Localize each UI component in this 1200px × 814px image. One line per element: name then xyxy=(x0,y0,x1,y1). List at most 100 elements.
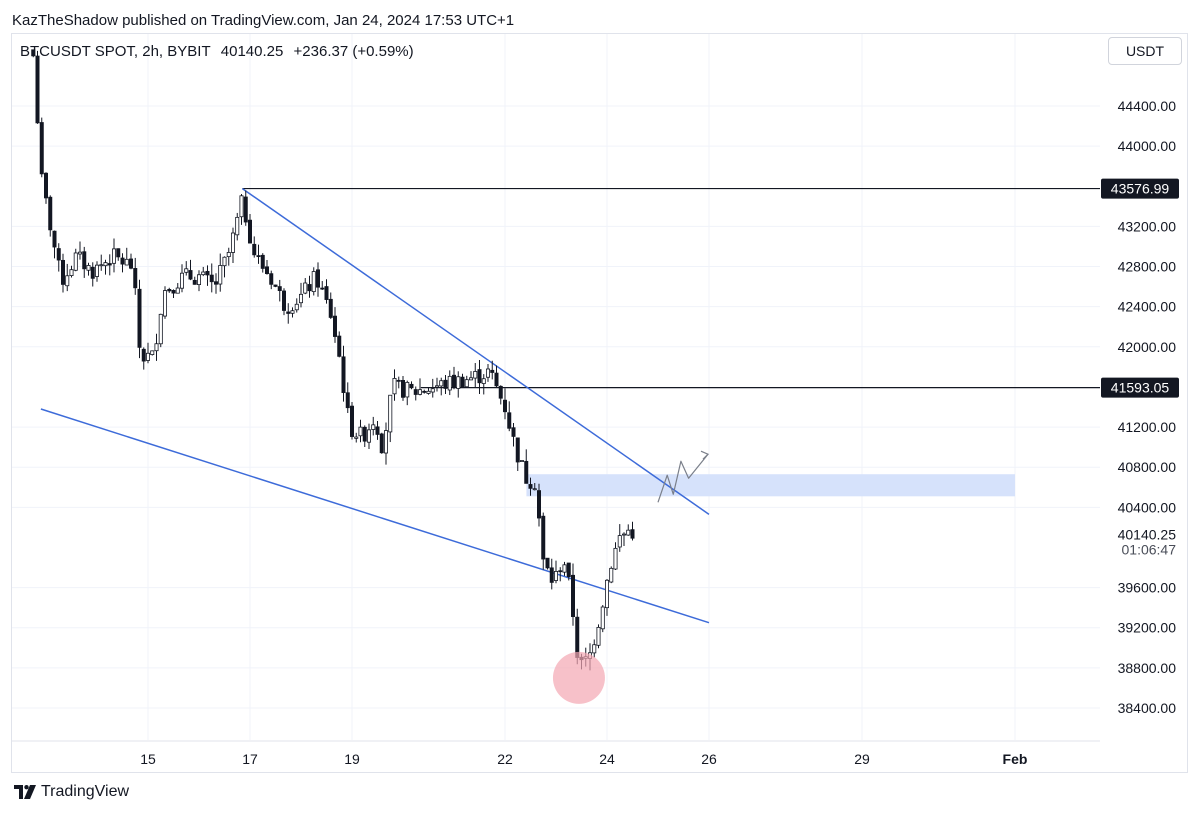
candle-body xyxy=(188,270,193,280)
candle xyxy=(281,288,286,316)
candle xyxy=(86,262,91,276)
candle xyxy=(192,276,197,285)
candle xyxy=(162,286,167,319)
candle xyxy=(65,263,70,292)
candle xyxy=(375,420,380,440)
trendline[interactable] xyxy=(40,408,710,624)
candle-body xyxy=(120,257,125,265)
candle xyxy=(48,195,53,237)
y-tick-label: 40800.00 xyxy=(1118,459,1177,475)
candle xyxy=(69,265,74,278)
candle xyxy=(35,50,40,124)
candle xyxy=(332,307,337,343)
candle-body xyxy=(192,279,197,285)
candle-body xyxy=(358,426,363,437)
candle xyxy=(383,422,388,465)
candle-body xyxy=(315,269,320,288)
candle-body xyxy=(44,172,49,199)
candle-body xyxy=(320,287,325,290)
candle xyxy=(315,262,320,297)
x-tick-label: 26 xyxy=(701,751,717,767)
candle-body xyxy=(430,388,435,393)
candle-body xyxy=(205,270,210,276)
candle xyxy=(554,560,559,584)
grid xyxy=(12,34,1100,740)
candle xyxy=(422,389,427,394)
candle-body xyxy=(247,219,252,244)
candle-body xyxy=(626,529,631,536)
candle xyxy=(150,350,155,356)
candle xyxy=(592,639,597,658)
candle xyxy=(413,386,418,401)
candle xyxy=(320,281,325,291)
candle-body xyxy=(375,426,380,435)
x-tick-label: 24 xyxy=(599,751,615,767)
candle xyxy=(507,401,512,432)
candle xyxy=(218,253,223,292)
candle xyxy=(468,371,473,381)
candle xyxy=(137,279,142,359)
candle xyxy=(286,303,291,324)
candle xyxy=(447,370,452,396)
candle xyxy=(571,563,576,626)
price-marker-label: 43576.99 xyxy=(1111,181,1170,197)
candle-body xyxy=(162,290,167,317)
candle-body xyxy=(35,55,40,124)
candle xyxy=(405,380,410,406)
candle-body xyxy=(609,567,614,583)
candle-body xyxy=(171,290,176,294)
x-tick-label: 17 xyxy=(242,751,258,767)
candle-body xyxy=(103,262,108,267)
candle xyxy=(549,558,554,590)
candle-body xyxy=(443,379,448,389)
candle xyxy=(298,282,303,308)
tradingview-logo[interactable]: TradingView xyxy=(14,783,129,801)
candle-body xyxy=(400,380,405,398)
candle xyxy=(388,394,393,443)
symbol-legend: BTCUSDT SPOT, 2h, BYBIT 40140.25 +236.37… xyxy=(20,43,420,60)
trendline-layer xyxy=(40,187,710,624)
trendline[interactable] xyxy=(241,187,710,515)
currency-unit-button[interactable]: USDT xyxy=(1108,37,1182,65)
candle-body xyxy=(31,49,36,57)
last-price-label: 40140.25 xyxy=(220,43,284,60)
candle-body xyxy=(575,616,580,658)
candle xyxy=(294,298,299,313)
y-tick-label: 42800.00 xyxy=(1118,259,1177,275)
candle xyxy=(566,562,571,581)
candle xyxy=(443,375,448,394)
candle-body xyxy=(48,196,53,231)
candle xyxy=(307,275,312,298)
candle-body xyxy=(630,529,635,539)
candle-body xyxy=(56,248,61,261)
candle-body xyxy=(537,490,542,519)
candle-body xyxy=(341,356,346,393)
candle xyxy=(358,419,363,443)
candle-body xyxy=(78,251,83,255)
candle xyxy=(52,230,57,259)
candle-body xyxy=(107,263,112,266)
candle-body xyxy=(145,352,150,361)
candle xyxy=(230,227,235,264)
candle-body xyxy=(494,372,499,387)
candle-body xyxy=(281,290,286,311)
candle-body xyxy=(290,310,295,314)
candle xyxy=(511,422,516,447)
candle-body xyxy=(332,315,337,337)
candle-body xyxy=(562,564,567,573)
candle-body xyxy=(413,389,418,395)
candle xyxy=(434,377,439,392)
candle-body xyxy=(468,377,473,381)
level-layer xyxy=(242,187,1100,389)
candle-body xyxy=(256,255,261,258)
candle-body xyxy=(264,266,269,275)
candle-body xyxy=(298,293,303,304)
candle xyxy=(124,247,129,266)
candle xyxy=(341,345,346,402)
candle-body xyxy=(405,381,410,398)
candle-body xyxy=(196,274,201,286)
candle-body xyxy=(434,385,439,388)
candle-body xyxy=(99,264,104,267)
candle xyxy=(78,241,83,260)
